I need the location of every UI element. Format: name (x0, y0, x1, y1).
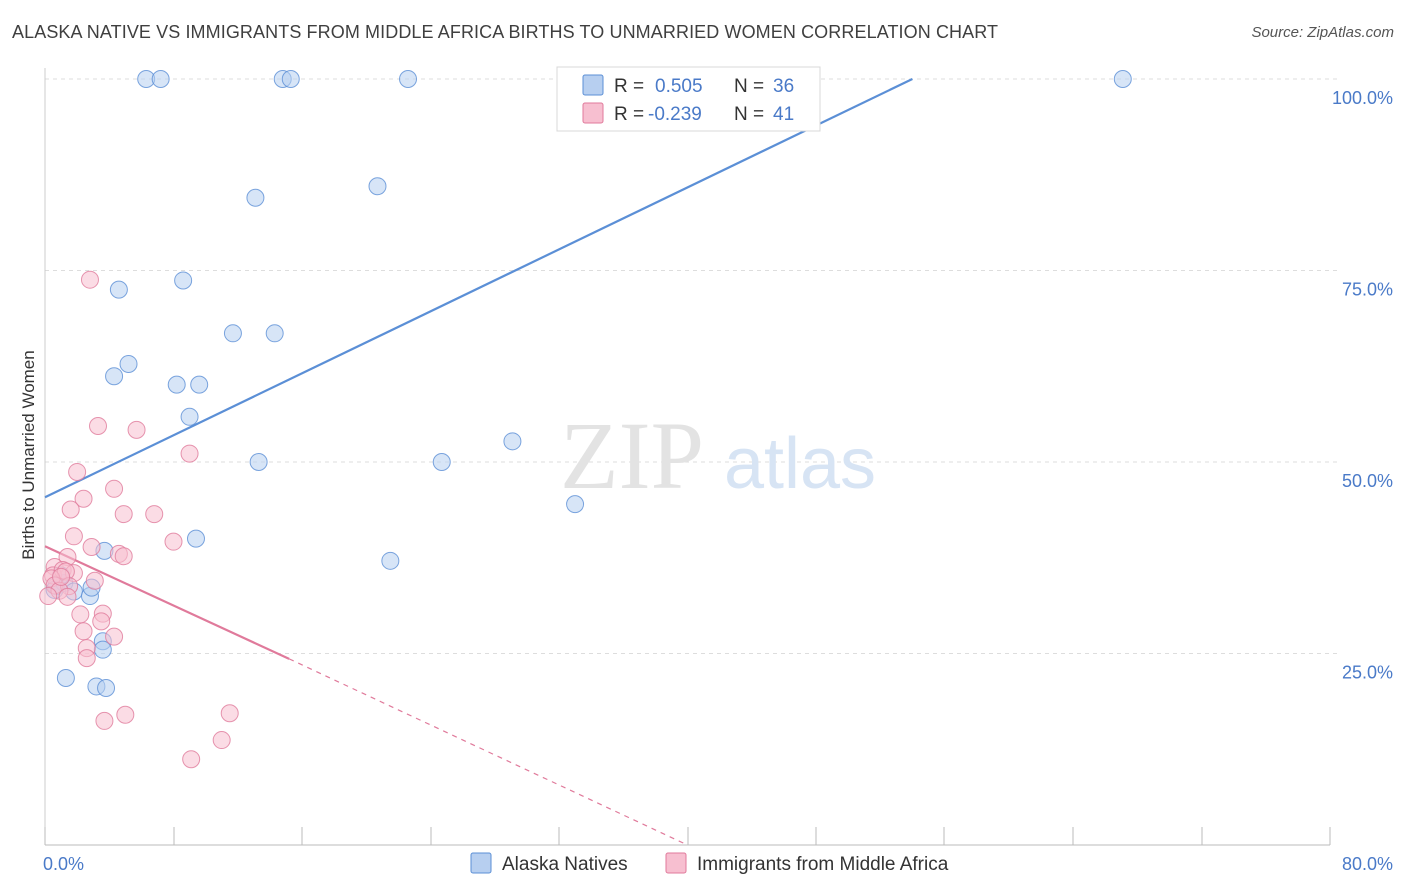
point-alaska-natives (368, 177, 387, 196)
legend-n-label: N = (734, 76, 764, 97)
legend-n-value: 36 (773, 76, 794, 97)
point-alaska-natives (167, 375, 186, 394)
y-tick-label: 100.0% (1332, 88, 1393, 108)
tick-labels: 25.0% 50.0% 75.0% 100.0% 0.0% 80.0% (43, 88, 1393, 874)
source-credit: Source: ZipAtlas.com (1251, 24, 1394, 41)
point-immigrants-middle-africa (95, 711, 114, 730)
point-alaska-natives (246, 188, 265, 207)
series-legend-label: Immigrants from Middle Africa (697, 854, 949, 875)
point-alaska-natives (180, 407, 199, 426)
point-alaska-natives (432, 453, 451, 471)
legend-swatch-blue (582, 74, 604, 96)
legend-n-label: N = (734, 104, 764, 125)
point-alaska-natives (151, 70, 170, 88)
grid-lines (45, 78, 1338, 654)
point-immigrants-middle-africa (85, 571, 104, 590)
point-alaska-natives (97, 678, 116, 697)
series-legend-label: Alaska Natives (502, 854, 628, 875)
point-alaska-natives (190, 375, 209, 394)
point-immigrants-middle-africa (180, 444, 199, 463)
point-alaska-natives (1113, 70, 1132, 88)
trendline-extension (288, 658, 688, 846)
point-immigrants-middle-africa (114, 505, 133, 524)
point-immigrants-middle-africa (212, 731, 231, 750)
point-immigrants-middle-africa (114, 547, 133, 566)
trendlines (44, 78, 913, 846)
watermark-atlas: atlas (724, 424, 876, 504)
legend-swatch-pink (582, 102, 604, 124)
legend-r-label: R = (614, 76, 644, 97)
point-alaska-natives (265, 324, 284, 343)
point-alaska-natives (56, 669, 75, 688)
series-legend-swatch-blue (470, 852, 492, 874)
point-alaska-natives (281, 70, 300, 88)
point-alaska-natives (186, 529, 205, 548)
point-immigrants-middle-africa (52, 567, 71, 586)
series-legend: Alaska Natives Immigrants from Middle Af… (470, 852, 949, 875)
point-immigrants-middle-africa (80, 270, 99, 289)
point-alaska-natives (503, 432, 522, 451)
point-immigrants-middle-africa (92, 612, 111, 631)
y-tick-label: 25.0% (1342, 663, 1393, 683)
point-immigrants-middle-africa (105, 627, 124, 646)
point-alaska-natives (109, 280, 128, 299)
chart-title: ALASKA NATIVE VS IMMIGRANTS FROM MIDDLE … (12, 22, 999, 42)
point-immigrants-middle-africa (105, 479, 124, 498)
legend-n-value: 41 (773, 104, 794, 125)
point-alaska-natives (223, 324, 242, 343)
point-immigrants-middle-africa (220, 704, 239, 723)
point-immigrants-middle-africa (89, 416, 108, 435)
point-immigrants-middle-africa (77, 649, 96, 668)
point-immigrants-middle-africa (61, 500, 80, 519)
watermark-zip: ZIP (560, 402, 704, 509)
point-immigrants-middle-africa (58, 587, 77, 606)
point-immigrants-middle-africa (182, 750, 201, 769)
y-tick-label: 75.0% (1342, 280, 1393, 300)
point-immigrants-middle-africa (64, 527, 83, 546)
point-immigrants-middle-africa (39, 587, 58, 606)
series-legend-swatch-pink (665, 852, 687, 874)
point-immigrants-middle-africa (71, 605, 90, 624)
point-alaska-natives (105, 367, 124, 386)
point-immigrants-middle-africa (127, 420, 146, 439)
data-points (39, 70, 1132, 769)
point-immigrants-middle-africa (68, 462, 87, 481)
y-tick-label: 50.0% (1342, 471, 1393, 491)
legend-r-label: R = (614, 104, 644, 125)
point-alaska-natives (381, 551, 400, 570)
axes (44, 68, 1331, 846)
point-immigrants-middle-africa (74, 622, 93, 641)
stats-legend: R = 0.505 N = 36 R = -0.239 N = 41 (556, 66, 821, 132)
point-immigrants-middle-africa (74, 489, 93, 508)
point-alaska-natives (566, 495, 585, 514)
zipatlas-watermark: ZIP atlas (560, 402, 876, 509)
point-immigrants-middle-africa (164, 532, 183, 551)
x-tick-label: 0.0% (43, 854, 84, 874)
point-alaska-natives (249, 453, 268, 471)
point-immigrants-middle-africa (82, 538, 101, 557)
trendline (44, 545, 290, 660)
point-alaska-natives (119, 354, 138, 373)
point-immigrants-middle-africa (145, 505, 164, 524)
point-alaska-natives (399, 70, 418, 88)
trendline (44, 78, 913, 499)
legend-r-value: 0.505 (655, 76, 703, 97)
point-immigrants-middle-africa (116, 705, 135, 724)
y-axis-label: Births to Unmarried Women (19, 350, 38, 559)
legend-r-value: -0.239 (648, 104, 702, 125)
x-tick-label: 80.0% (1342, 854, 1393, 874)
point-alaska-natives (174, 271, 193, 290)
